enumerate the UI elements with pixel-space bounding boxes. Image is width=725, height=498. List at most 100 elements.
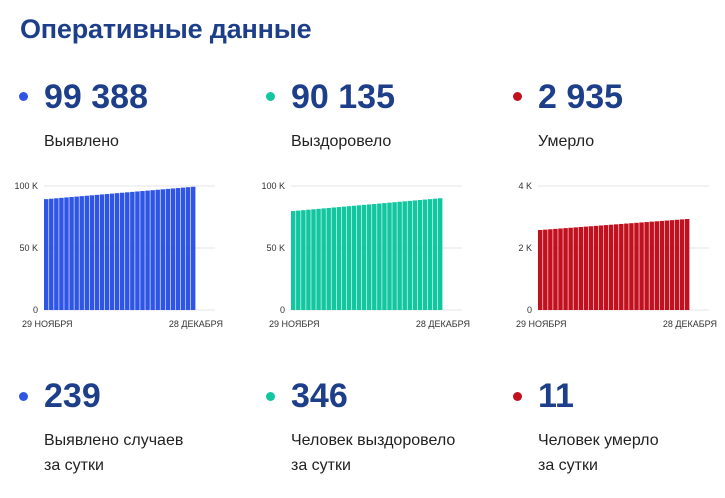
bar xyxy=(684,219,690,310)
y-tick-label: 0 xyxy=(527,305,532,315)
deaths-total-label: Умерло xyxy=(538,133,595,150)
detected-daily-label-line1: Выявлено случаев xyxy=(44,432,184,449)
deaths-daily-dot-icon xyxy=(513,392,522,401)
bar xyxy=(346,206,352,310)
bar xyxy=(326,207,331,310)
bar xyxy=(170,188,176,310)
deaths-total-value: 2 935 xyxy=(538,78,624,116)
bar xyxy=(563,228,568,310)
recovered-daily-value: 346 xyxy=(291,377,348,415)
x-label-start: 29 НОЯБРЯ xyxy=(269,319,320,329)
bar xyxy=(99,194,105,310)
bar xyxy=(74,196,79,310)
bar xyxy=(311,209,316,310)
y-tick-label: 4 K xyxy=(518,181,532,191)
detected-dot-icon xyxy=(19,92,28,101)
x-label-end: 28 ДЕКАБРЯ xyxy=(169,319,223,329)
bar xyxy=(44,199,49,310)
bar xyxy=(644,222,649,310)
bar xyxy=(79,196,84,310)
bar xyxy=(427,199,433,310)
bar xyxy=(588,226,594,310)
recovered-daily-label-line2: за сутки xyxy=(291,457,351,474)
y-tick-label: 50 K xyxy=(266,243,285,253)
bar xyxy=(114,193,120,310)
y-tick-label: 0 xyxy=(280,305,285,315)
page-title: Оперативные данные xyxy=(20,14,312,44)
bar xyxy=(104,194,110,310)
x-label-start: 29 НОЯБРЯ xyxy=(22,319,73,329)
y-tick-label: 100 K xyxy=(261,181,285,191)
bar xyxy=(321,208,326,310)
deaths-daily-value: 11 xyxy=(538,377,574,415)
bar xyxy=(361,204,367,310)
bar xyxy=(392,202,397,310)
detected-chart: 0 50 K 100 K 29 НОЯБРЯ 28 ДЕКАБРЯ xyxy=(14,181,223,329)
bar xyxy=(639,222,644,310)
recovered-daily-label-line1: Человек выздоровело xyxy=(291,432,456,449)
bar xyxy=(553,228,558,310)
bar xyxy=(654,221,659,310)
bar xyxy=(306,209,311,310)
bar xyxy=(54,198,59,310)
x-label-start: 29 НОЯБРЯ xyxy=(516,319,567,329)
bar xyxy=(382,203,387,310)
bar xyxy=(185,187,191,310)
bar xyxy=(558,228,563,310)
bar xyxy=(407,200,412,310)
y-tick-label: 100 K xyxy=(14,181,38,191)
bar xyxy=(422,199,428,310)
bar xyxy=(155,189,160,310)
bar xyxy=(659,220,665,310)
detected-total-label: Выявлено xyxy=(44,133,119,150)
bar xyxy=(145,190,150,310)
detected-daily-value: 239 xyxy=(44,377,101,415)
bar xyxy=(377,203,382,310)
bar xyxy=(437,198,443,310)
bar xyxy=(614,224,619,310)
bar xyxy=(432,198,438,310)
recovered-dot-icon xyxy=(266,92,275,101)
bar xyxy=(296,210,301,310)
bar xyxy=(356,205,362,310)
bar xyxy=(593,225,599,310)
recovered-chart: 0 50 K 100 K 29 НОЯБРЯ 28 ДЕКАБРЯ xyxy=(261,181,470,329)
x-label-end: 28 ДЕКАБРЯ xyxy=(416,319,470,329)
y-tick-label: 50 K xyxy=(19,243,38,253)
deaths-daily-label-line1: Человек умерло xyxy=(538,432,659,449)
bar xyxy=(664,220,670,310)
bar xyxy=(160,189,165,310)
bar xyxy=(69,197,74,310)
bar xyxy=(619,223,624,310)
bar xyxy=(336,207,342,310)
deaths-chart: 0 2 K 4 K 29 НОЯБРЯ 28 ДЕКАБРЯ xyxy=(516,181,717,329)
bar xyxy=(120,192,125,310)
recovered-total-label: Выздоровело xyxy=(291,133,392,150)
recovered-total-value: 90 135 xyxy=(291,78,395,116)
bar xyxy=(109,193,115,310)
bar xyxy=(634,222,639,310)
bar xyxy=(59,197,64,310)
bar xyxy=(84,195,89,310)
recovered-daily-dot-icon xyxy=(266,392,275,401)
y-tick-label: 0 xyxy=(33,305,38,315)
bar xyxy=(175,188,181,310)
bar xyxy=(649,221,654,310)
deaths-daily-label-line2: за сутки xyxy=(538,457,598,474)
bar xyxy=(130,191,135,310)
bar xyxy=(583,226,589,310)
detected-daily-dot-icon xyxy=(19,392,28,401)
bar xyxy=(125,192,130,310)
detected-total-value: 99 388 xyxy=(44,78,148,116)
bar xyxy=(538,230,543,310)
bar xyxy=(316,208,321,310)
bar xyxy=(190,186,196,310)
bar xyxy=(180,187,186,310)
bar xyxy=(387,202,392,310)
bar xyxy=(49,198,54,310)
bar xyxy=(150,190,155,310)
bar xyxy=(679,219,685,310)
bar xyxy=(135,191,140,310)
bar xyxy=(331,207,336,310)
bar xyxy=(629,223,634,310)
